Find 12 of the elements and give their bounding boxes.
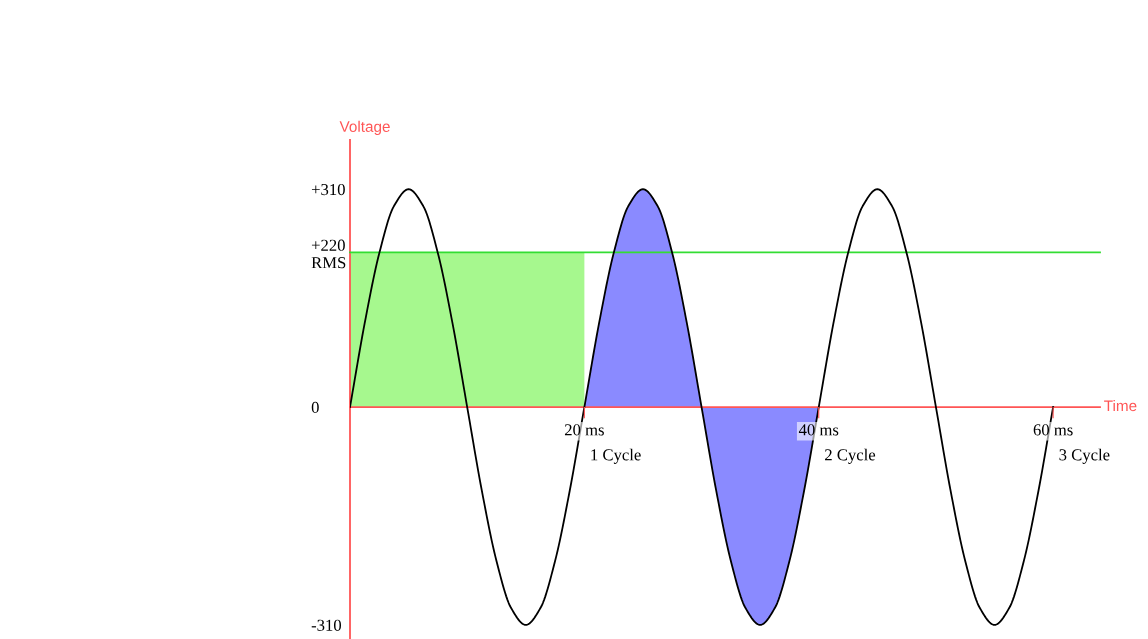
x-tick-label: 40 ms <box>798 424 839 436</box>
y-tick-label: +220 RMS <box>311 239 346 269</box>
x-tick-label: 20 ms <box>564 424 604 436</box>
y-tick-label: -310 <box>311 619 342 631</box>
x-tick-label: 60 ms <box>1033 424 1073 436</box>
x-axis-title: Time <box>1104 399 1137 412</box>
y-tick-label: +310 <box>311 183 345 196</box>
annotation: 2 Cycle <box>825 448 876 464</box>
y-axis-title: Voltage <box>339 120 390 136</box>
annotation: 3 Cycle <box>1059 448 1110 464</box>
y-tick-label: 0 <box>311 401 319 414</box>
annotation: 1 Cycle <box>591 448 641 464</box>
